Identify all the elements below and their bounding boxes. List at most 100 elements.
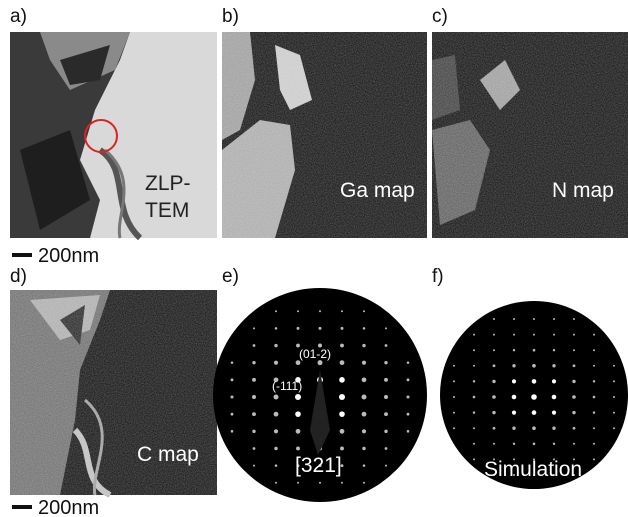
diffraction-spot bbox=[573, 364, 576, 367]
diffraction-spot bbox=[253, 447, 256, 450]
diffraction-spot bbox=[593, 365, 595, 367]
diffraction-spot bbox=[407, 430, 410, 433]
diffraction-spot bbox=[362, 412, 367, 417]
diffraction-spot bbox=[362, 377, 367, 382]
diffraction-spot bbox=[493, 349, 495, 351]
diffraction-spot bbox=[593, 411, 595, 413]
caption: N map bbox=[552, 179, 614, 202]
diffraction-spot bbox=[453, 396, 455, 398]
diffraction-spot bbox=[274, 412, 279, 417]
diffraction-spot bbox=[362, 395, 367, 400]
diffraction-spot bbox=[274, 429, 278, 433]
diffraction-spot bbox=[513, 334, 515, 336]
diffraction-spot bbox=[512, 364, 515, 367]
diffraction-spot bbox=[297, 310, 299, 312]
diffraction-spot bbox=[593, 380, 595, 382]
diffraction-spot bbox=[363, 327, 366, 330]
diffraction-spot bbox=[532, 410, 537, 415]
diffraction-spot bbox=[340, 360, 345, 365]
panel-label: b) bbox=[222, 6, 239, 27]
diffraction-spot bbox=[275, 310, 277, 312]
diffraction-spot bbox=[407, 378, 410, 381]
scale-bar-label: 200nm bbox=[38, 497, 99, 517]
annotation: (-111) bbox=[272, 379, 302, 393]
caption: Ga map bbox=[340, 179, 415, 202]
diffraction-spot bbox=[531, 394, 537, 400]
diffraction-spot bbox=[339, 411, 345, 417]
diffraction-spot bbox=[493, 318, 495, 320]
diffraction-spot bbox=[407, 396, 410, 399]
diffraction-spot bbox=[552, 364, 555, 367]
diffraction-spot bbox=[384, 412, 388, 416]
scale-bar-label: 200nm bbox=[38, 245, 99, 267]
scale-bar bbox=[12, 505, 32, 509]
diffraction-spot bbox=[613, 380, 615, 382]
diffraction-spot bbox=[493, 334, 495, 336]
panel-label: d) bbox=[10, 266, 27, 287]
diffraction-spot bbox=[295, 394, 301, 400]
diffraction-spot bbox=[473, 380, 475, 382]
diffraction-spot bbox=[493, 443, 495, 445]
diffraction-spot bbox=[231, 413, 234, 416]
diffraction-spot bbox=[274, 344, 277, 347]
diffraction-spot bbox=[492, 395, 496, 399]
diffraction-spot bbox=[274, 361, 278, 365]
diffraction-spot bbox=[492, 380, 495, 383]
diffraction-spot bbox=[384, 395, 388, 399]
diffraction-spot bbox=[362, 447, 365, 450]
diffraction-spot bbox=[513, 318, 515, 320]
diffraction-spot bbox=[252, 395, 256, 399]
diffraction-spot bbox=[297, 327, 300, 330]
diffraction-spot bbox=[341, 310, 343, 312]
diffraction-spot bbox=[253, 465, 255, 467]
diffraction-spot bbox=[553, 318, 555, 320]
panel-label: e) bbox=[222, 266, 239, 287]
diffraction-spot bbox=[512, 427, 515, 430]
diffraction-spot bbox=[231, 378, 234, 381]
diffraction-spot bbox=[613, 365, 615, 367]
diffraction-spot bbox=[593, 396, 596, 399]
diffraction-spot bbox=[231, 361, 234, 364]
diffraction-spot bbox=[385, 447, 388, 450]
diffraction-spot bbox=[407, 413, 410, 416]
diffraction-spot bbox=[572, 380, 575, 383]
diffraction-spot bbox=[252, 378, 256, 382]
diffraction-spot bbox=[253, 327, 255, 329]
diffraction-spot bbox=[473, 349, 475, 351]
diffraction-spot bbox=[407, 361, 410, 364]
diffraction-spot bbox=[552, 411, 556, 415]
diffraction-spot bbox=[275, 482, 277, 484]
diffraction-spot bbox=[512, 411, 516, 415]
diffraction-spot bbox=[553, 334, 555, 336]
figure: 200nm 200nm a) b) c) d) e) f) ZLP- TEM G… bbox=[0, 0, 628, 517]
caption: ZLP- bbox=[145, 172, 191, 195]
diffraction-spot bbox=[363, 310, 365, 312]
diffraction-spot bbox=[296, 447, 300, 451]
diffraction-spot bbox=[319, 310, 321, 312]
diffraction-spot bbox=[275, 327, 278, 330]
caption: C map bbox=[137, 443, 199, 466]
diffraction-spot bbox=[231, 430, 234, 433]
diffraction-spot bbox=[512, 379, 516, 383]
diffraction-spot bbox=[552, 379, 556, 383]
diffraction-spot bbox=[532, 426, 536, 430]
diffraction-spot bbox=[339, 394, 345, 400]
diffraction-spot bbox=[453, 365, 455, 367]
diffraction-spot bbox=[533, 318, 535, 320]
diffraction-spot bbox=[573, 427, 576, 430]
caption: Simulation bbox=[484, 458, 582, 481]
diffraction-spot bbox=[363, 482, 365, 484]
diffraction-spot bbox=[340, 429, 345, 434]
diffraction-spot bbox=[573, 334, 575, 336]
diffraction-spot bbox=[552, 395, 557, 400]
diffraction-spot bbox=[341, 327, 344, 330]
diffraction-spot bbox=[513, 443, 515, 445]
diffraction-spot bbox=[573, 318, 575, 320]
diffraction-spot bbox=[593, 427, 595, 429]
diffraction-spot bbox=[231, 396, 234, 399]
panel-label: c) bbox=[432, 6, 448, 27]
diffraction-spot bbox=[274, 395, 279, 400]
diffraction-spot bbox=[552, 427, 555, 430]
diffraction-spot bbox=[385, 465, 387, 467]
diffraction-spot bbox=[573, 349, 575, 351]
